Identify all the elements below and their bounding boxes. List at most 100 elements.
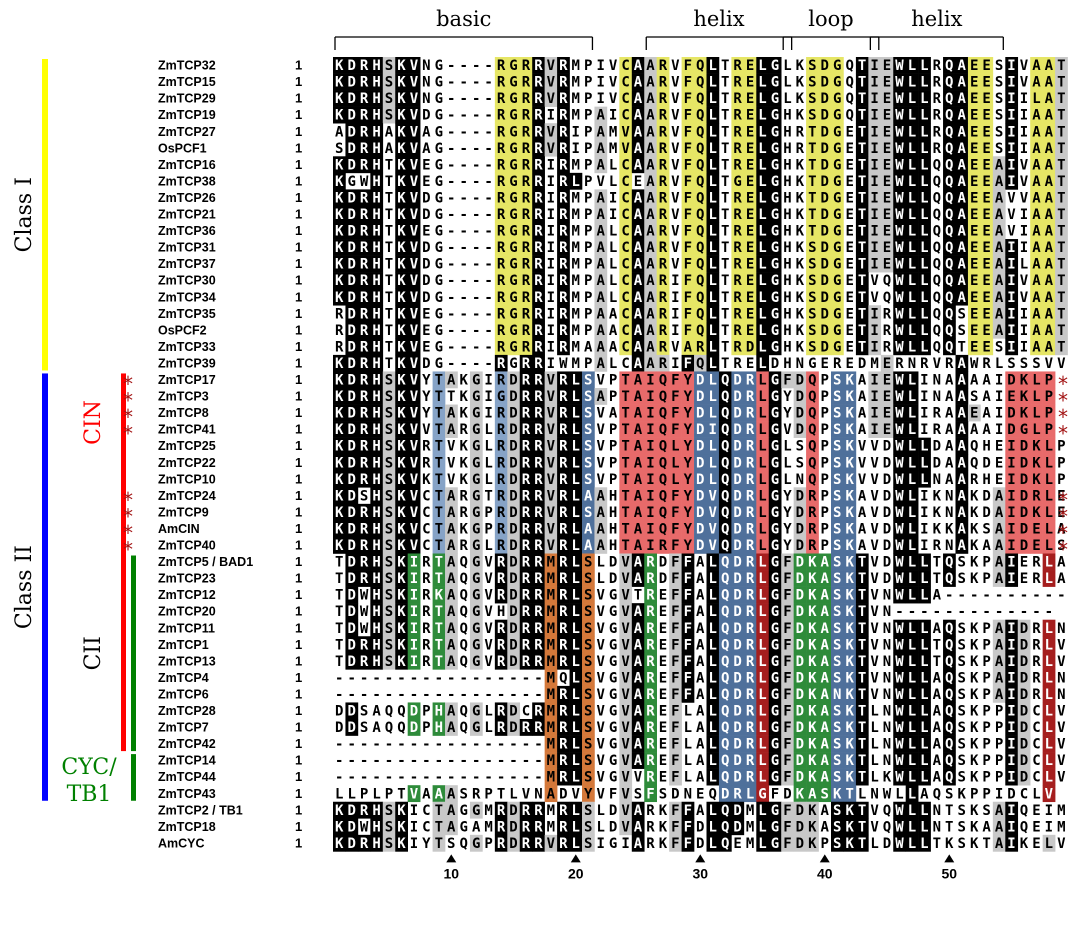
- residue-letter: D: [733, 670, 741, 686]
- residue-letter: W: [895, 720, 904, 736]
- residue-letter: D: [733, 538, 741, 554]
- residue-letter: R: [497, 588, 506, 604]
- residue-letter: -: [460, 273, 468, 289]
- residue-letter: F: [671, 555, 679, 571]
- residue-letter: Q: [945, 58, 953, 74]
- residue-letter: K: [808, 588, 817, 604]
- residue-cell: [370, 90, 384, 107]
- residue-letter: T: [858, 323, 866, 339]
- residue-letter: L: [609, 174, 617, 190]
- residue-letter: A: [1045, 141, 1054, 157]
- residue-letter: S: [958, 687, 966, 703]
- residue-letter: A: [646, 58, 655, 74]
- residue-letter: S: [385, 654, 393, 670]
- residue-letter: A: [982, 373, 991, 389]
- residue-letter: -: [447, 174, 455, 190]
- residue-letter: V: [522, 786, 531, 802]
- residue-letter: -: [460, 174, 468, 190]
- sequence-name: ZmTCP29: [158, 92, 216, 106]
- residue-letter: D: [821, 257, 829, 273]
- residue-letter: -: [1020, 588, 1028, 604]
- residue-letter: -: [484, 91, 492, 107]
- residue-letter: L: [758, 373, 766, 389]
- start-position: 1: [295, 124, 302, 139]
- residue-letter: Q: [945, 687, 953, 703]
- residue-letter: L: [908, 521, 916, 537]
- residue-letter: R: [497, 836, 506, 852]
- residue-letter: Q: [721, 737, 729, 753]
- residue-letter: G: [833, 207, 841, 223]
- residue-letter: T: [858, 290, 866, 306]
- residue-letter: I: [870, 91, 878, 107]
- residue-letter: A: [634, 190, 643, 206]
- residue-letter: V: [596, 621, 605, 637]
- residue-letter: -: [372, 687, 380, 703]
- residue-letter: T: [721, 273, 729, 289]
- residue-letter: R: [659, 273, 668, 289]
- residue-letter: I: [1007, 488, 1015, 504]
- start-position: 1: [295, 322, 302, 337]
- residue-letter: S: [584, 439, 592, 455]
- residue-letter: S: [833, 521, 841, 537]
- residue-letter: V: [410, 373, 419, 389]
- residue-letter: A: [634, 637, 643, 653]
- residue-letter: H: [783, 141, 791, 157]
- residue-letter: R: [360, 538, 369, 554]
- residue-letter: M: [746, 803, 754, 819]
- residue-letter: A: [970, 373, 979, 389]
- residue-letter: W: [895, 108, 904, 124]
- residue-letter: T: [1057, 91, 1065, 107]
- residue-letter: A: [646, 207, 655, 223]
- residue-cell: [880, 123, 894, 141]
- residue-letter: D: [347, 389, 355, 405]
- residue-letter: H: [372, 373, 380, 389]
- residue-letter: K: [397, 373, 406, 389]
- residue-letter: E: [995, 472, 1003, 488]
- residue-letter: R: [522, 273, 531, 289]
- residue-letter: D: [883, 455, 891, 471]
- residue-letter: D: [347, 720, 355, 736]
- residue-letter: W: [970, 356, 979, 372]
- residue-letter: H: [372, 803, 380, 819]
- residue-letter: V: [621, 803, 630, 819]
- residue-letter: P: [821, 521, 829, 537]
- residue-letter: A: [634, 124, 643, 140]
- residue-letter: A: [1045, 190, 1054, 206]
- residue-letter: T: [858, 124, 866, 140]
- residue-letter: L: [908, 786, 916, 802]
- residue-letter: R: [497, 621, 506, 637]
- residue-letter: F: [671, 753, 679, 769]
- residue-letter: D: [347, 505, 355, 521]
- residue-letter: K: [970, 836, 979, 852]
- residue-letter: N: [933, 819, 941, 835]
- residue-letter: W: [895, 770, 904, 786]
- residue-letter: L: [758, 588, 766, 604]
- residue-cell: [345, 73, 359, 91]
- residue-letter: A: [1032, 174, 1041, 190]
- residue-letter: Q: [696, 356, 704, 372]
- residue-letter: A: [995, 836, 1004, 852]
- residue-letter: T: [385, 207, 393, 223]
- residue-letter: E: [883, 373, 891, 389]
- residue-letter: V: [484, 604, 493, 620]
- residue-letter: A: [1032, 108, 1041, 124]
- region-bracket: loop: [782, 7, 880, 50]
- residue-letter: E: [634, 174, 642, 190]
- residue-letter: K: [845, 836, 854, 852]
- residue-letter: T: [858, 555, 866, 571]
- residue-letter: R: [559, 373, 568, 389]
- residue-letter: M: [572, 108, 580, 124]
- residue-letter: L: [920, 555, 928, 571]
- residue-letter: R: [559, 75, 568, 91]
- residue-letter: K: [796, 273, 805, 289]
- residue-letter: R: [522, 472, 531, 488]
- residue-letter: L: [1045, 505, 1053, 521]
- domain-region-brackets: basic helix loop helix: [334, 7, 1004, 50]
- residue-letter: A: [1032, 207, 1041, 223]
- residue-letter: L: [908, 770, 916, 786]
- residue-letter: P: [995, 737, 1003, 753]
- residue-letter: M: [572, 273, 580, 289]
- residue-letter: R: [534, 306, 543, 322]
